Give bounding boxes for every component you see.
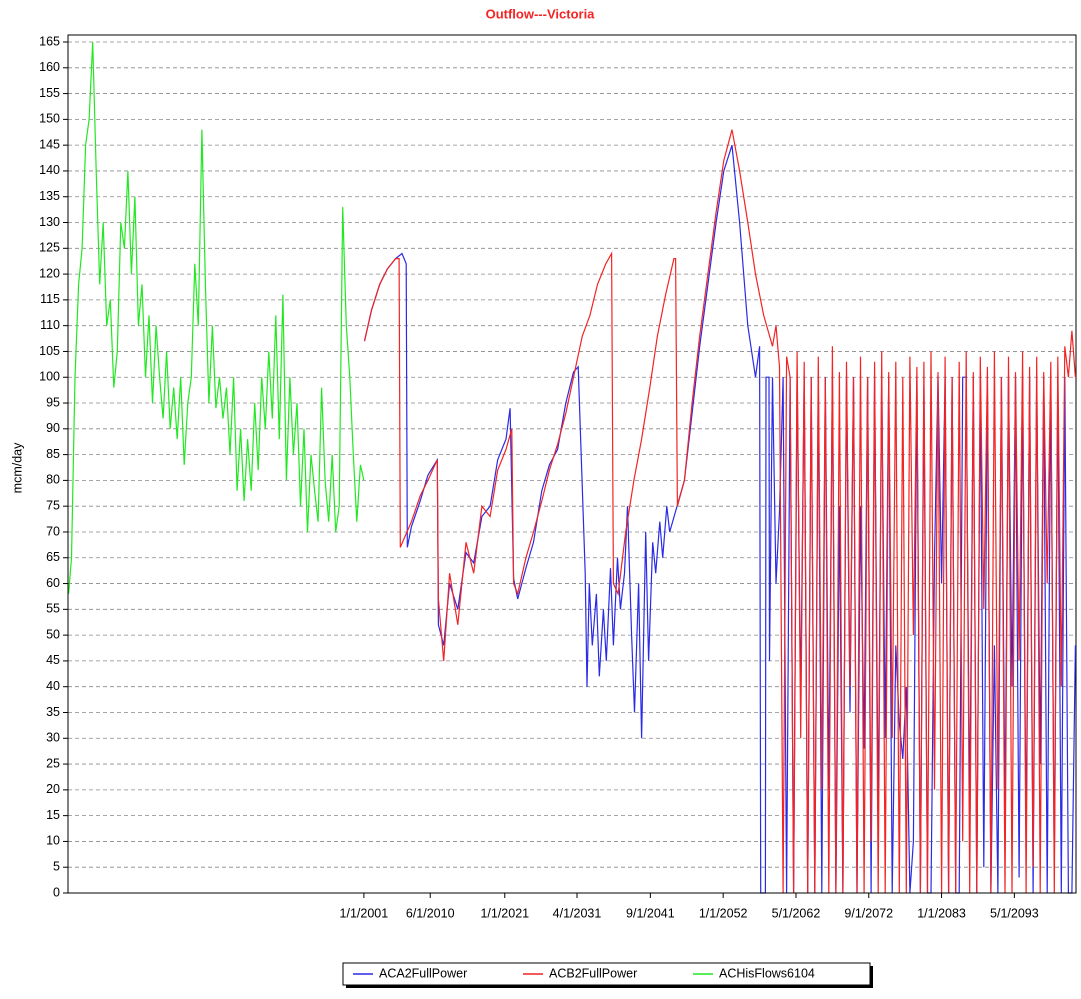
y-tick-label: 5 <box>53 860 60 874</box>
y-tick-label: 150 <box>39 112 60 126</box>
x-tick-label: 1/1/2083 <box>917 906 966 920</box>
y-tick-label: 95 <box>46 395 60 409</box>
y-tick-label: 100 <box>39 370 60 384</box>
chart-title: Outflow---Victoria <box>486 6 596 21</box>
y-tick-label: 120 <box>39 266 60 280</box>
y-tick-label: 45 <box>46 653 60 667</box>
y-tick-label: 35 <box>46 705 60 719</box>
y-tick-label: 15 <box>46 808 60 822</box>
x-tick-label: 1/1/2001 <box>340 906 389 920</box>
y-tick-label: 40 <box>46 679 60 693</box>
y-tick-label: 10 <box>46 834 60 848</box>
x-tick-label: 9/1/2072 <box>844 906 893 920</box>
x-tick-label: 5/1/2062 <box>772 906 821 920</box>
y-tick-label: 65 <box>46 550 60 564</box>
legend <box>342 962 871 986</box>
x-tick-label: 6/1/2010 <box>406 906 455 920</box>
y-tick-label: 165 <box>39 34 60 48</box>
y-tick-label: 90 <box>46 421 60 435</box>
y-tick-label: 115 <box>40 292 60 306</box>
y-tick-label: 60 <box>46 576 60 590</box>
legend-label: ACHisFlows6104 <box>719 966 815 980</box>
x-tick-label: 9/1/2041 <box>626 906 675 920</box>
y-tick-label: 155 <box>39 86 60 100</box>
y-tick-label: 125 <box>39 241 60 255</box>
y-tick-label: 140 <box>39 163 60 177</box>
y-tick-label: 145 <box>39 137 60 151</box>
y-tick-label: 85 <box>46 447 60 461</box>
y-tick-label: 50 <box>46 627 60 641</box>
series-line <box>68 41 365 594</box>
x-tick-label: 1/1/2021 <box>480 906 529 920</box>
y-tick-label: 75 <box>46 498 60 512</box>
legend-label: ACB2FullPower <box>549 966 637 980</box>
y-tick-label: 55 <box>46 602 60 616</box>
x-tick-label: 1/1/2052 <box>699 906 748 920</box>
x-tick-label: 4/1/2031 <box>553 906 602 920</box>
y-tick-label: 30 <box>46 731 60 745</box>
y-tick-label: 105 <box>39 344 60 358</box>
y-tick-label: 160 <box>39 60 60 74</box>
y-axis-label: mcm/day <box>10 442 24 493</box>
y-tick-label: 135 <box>39 189 60 203</box>
legend-label: ACA2FullPower <box>379 966 467 980</box>
y-tick-label: 25 <box>46 756 60 770</box>
x-tick-label: 5/1/2093 <box>990 906 1039 920</box>
y-tick-label: 0 <box>53 885 60 899</box>
y-tick-label: 70 <box>46 524 60 538</box>
y-tick-label: 80 <box>46 473 60 487</box>
y-tick-label: 130 <box>39 215 60 229</box>
y-tick-label: 110 <box>40 318 60 332</box>
y-tick-label: 20 <box>46 782 60 796</box>
